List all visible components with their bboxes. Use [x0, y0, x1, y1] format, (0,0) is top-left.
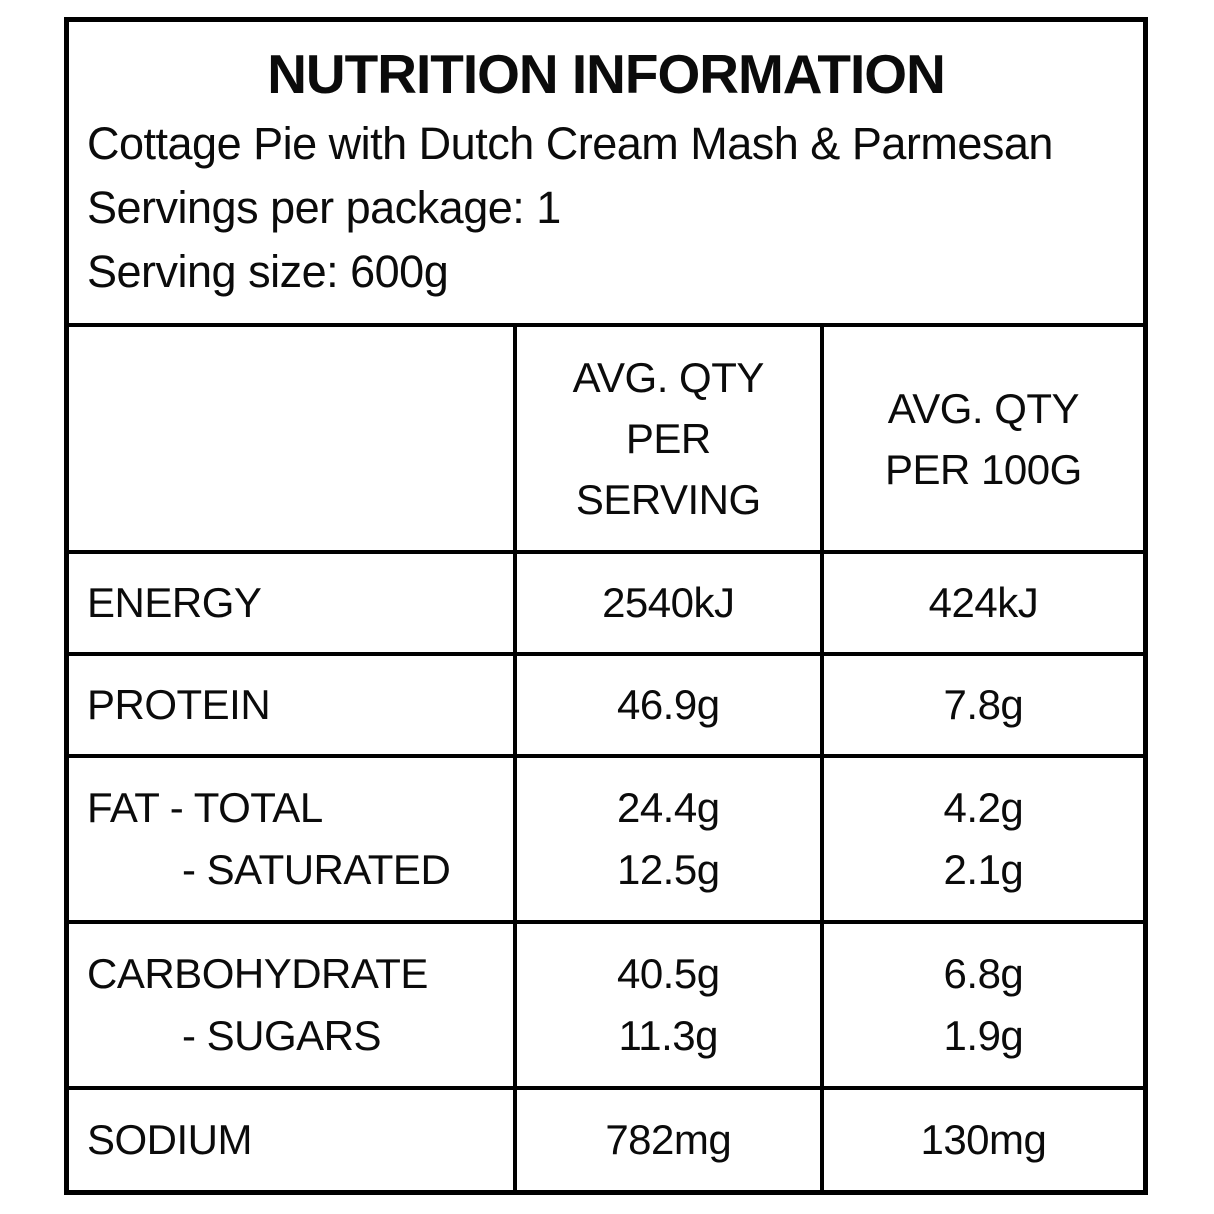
- per-serving-value: 2540kJ: [512, 549, 824, 657]
- servings-per-package: Servings per package: 1: [87, 182, 561, 233]
- nutrient-sub-line: - SATURATED: [182, 846, 451, 894]
- per-100g-header-line: AVG. QTY: [887, 384, 1080, 432]
- table-row-carbohydrate: CARBOHYDRATE - SUGARS 40.5g 11.3g 6.8g 1…: [67, 920, 1146, 1090]
- nutrient-main-line: FAT - TOTAL: [87, 784, 323, 832]
- per-serving-value: 782mg: [512, 1085, 824, 1193]
- page-title: NUTRITION INFORMATION: [267, 43, 946, 105]
- nutrient-column-header-empty: [67, 325, 517, 554]
- per-serving-header-line: PER: [625, 415, 711, 462]
- per-100g-value: 4.2g 2.1g: [819, 754, 1146, 924]
- label-header: NUTRITION INFORMATION Cottage Pie with D…: [69, 22, 1143, 327]
- nutrient-name: FAT - TOTAL - SATURATED: [67, 754, 517, 924]
- per-serving-header-line: AVG. QTY: [572, 354, 765, 401]
- table-row-protein: PROTEIN 46.9g 7.8g: [67, 652, 1146, 759]
- per-100g-value: 130mg: [819, 1085, 1146, 1193]
- value-main-line: 6.8g: [943, 949, 1024, 997]
- per-serving-column-header: AVG. QTY PER SERVING: [512, 325, 824, 554]
- value-main-line: 24.4g: [616, 784, 720, 832]
- table-row-fat: FAT - TOTAL - SATURATED 24.4g 12.5g 4.2g…: [67, 754, 1146, 924]
- per-serving-value: 40.5g 11.3g: [512, 920, 824, 1090]
- value-sub-line: 12.5g: [616, 846, 720, 894]
- nutrient-sub-line: - SUGARS: [182, 1011, 382, 1059]
- per-100g-column-header: AVG. QTY PER 100G: [819, 325, 1146, 554]
- nutrient-name: PROTEIN: [67, 652, 517, 759]
- per-serving-value: 24.4g 12.5g: [512, 754, 824, 924]
- value-main-line: 4.2g: [943, 784, 1024, 832]
- per-100g-header-line: PER 100G: [885, 445, 1082, 493]
- nutrition-label-panel: NUTRITION INFORMATION Cottage Pie with D…: [64, 17, 1148, 1195]
- nutrient-name: ENERGY: [67, 549, 517, 657]
- value-sub-line: 1.9g: [943, 1011, 1024, 1059]
- nutrition-table: AVG. QTY PER SERVING AVG. QTY PER 100G E…: [67, 325, 1146, 1193]
- per-100g-value: 424kJ: [819, 549, 1146, 657]
- table-row-energy: ENERGY 2540kJ 424kJ: [67, 549, 1146, 657]
- value-main-line: 40.5g: [616, 949, 720, 997]
- table-row-sodium: SODIUM 782mg 130mg: [67, 1085, 1146, 1193]
- nutrient-name: SODIUM: [67, 1085, 517, 1193]
- value-sub-line: 2.1g: [943, 846, 1024, 894]
- table-header-row: AVG. QTY PER SERVING AVG. QTY PER 100G: [67, 325, 1146, 554]
- per-100g-value: 6.8g 1.9g: [819, 920, 1146, 1090]
- serving-size: Serving size: 600g: [87, 246, 449, 297]
- nutrient-main-line: CARBOHYDRATE: [87, 949, 428, 997]
- per-100g-value: 7.8g: [819, 652, 1146, 759]
- nutrient-name: CARBOHYDRATE - SUGARS: [67, 920, 517, 1090]
- value-sub-line: 11.3g: [618, 1011, 719, 1059]
- per-serving-value: 46.9g: [512, 652, 824, 759]
- product-name: Cottage Pie with Dutch Cream Mash & Parm…: [87, 118, 1053, 169]
- per-serving-header-line: SERVING: [575, 476, 761, 523]
